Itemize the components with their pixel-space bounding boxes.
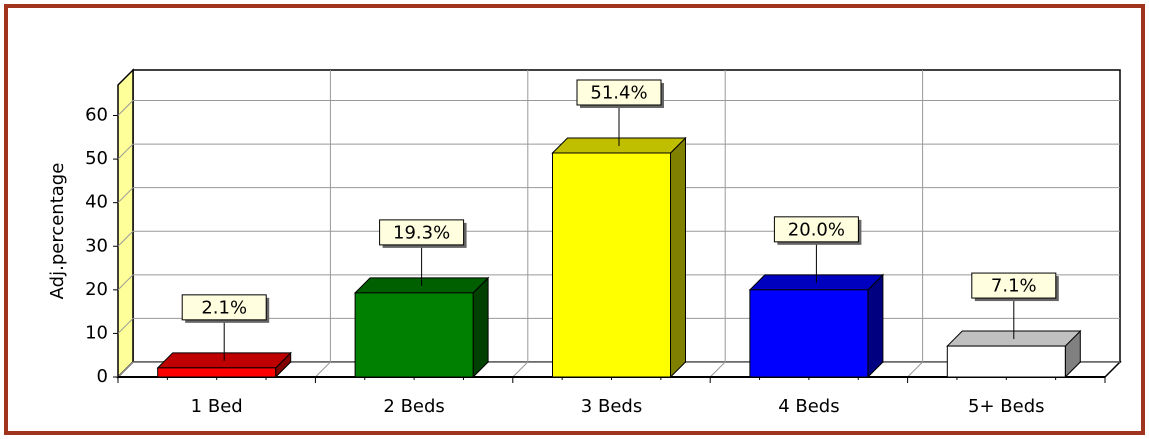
bar — [552, 152, 671, 378]
label-box — [576, 79, 662, 106]
grid-line — [117, 187, 134, 204]
floor-grid-line — [907, 361, 923, 378]
floor-grid-line — [709, 361, 726, 378]
y-tick-label: 0 — [97, 366, 108, 387]
data-label: 20.0% — [788, 219, 845, 240]
y-tick-label: 50 — [85, 148, 108, 169]
floor-grid-line — [512, 361, 529, 378]
grid-line — [117, 230, 134, 247]
bar — [354, 292, 474, 378]
x-tick-label: 2 Beds — [383, 396, 444, 417]
y-tick-label: 30 — [85, 235, 108, 256]
x-tick-label: 4 Beds — [778, 396, 839, 417]
bar-side — [670, 136, 686, 379]
bar-side — [472, 276, 489, 379]
y-tick-label: 40 — [85, 192, 108, 213]
y-axis-label: Adj.percentage — [47, 163, 68, 300]
y-tick-label: 60 — [85, 105, 108, 126]
label-box — [181, 294, 267, 321]
data-label: 51.4% — [590, 82, 647, 103]
bar — [946, 345, 1066, 378]
data-label: 19.3% — [393, 222, 450, 243]
y-tick-label: 10 — [85, 322, 108, 343]
data-label: 2.1% — [201, 297, 247, 318]
x-tick-label: 3 Beds — [581, 396, 642, 417]
floor-grid-line — [315, 361, 331, 378]
label-box — [971, 272, 1057, 299]
grid-line — [117, 361, 134, 378]
grid-line — [117, 143, 134, 160]
bar — [157, 367, 277, 378]
bar-side — [867, 273, 884, 379]
data-label: 7.1% — [991, 276, 1037, 297]
grid-line — [117, 274, 134, 291]
label-box — [379, 219, 465, 246]
label-box — [773, 216, 859, 243]
x-tick-label: 1 Bed — [191, 396, 243, 417]
x-tick-label: 5+ Beds — [968, 396, 1044, 417]
y-tick-label: 20 — [85, 279, 108, 300]
grid-line — [117, 100, 134, 116]
bar — [749, 289, 869, 378]
grid-line — [117, 318, 134, 334]
